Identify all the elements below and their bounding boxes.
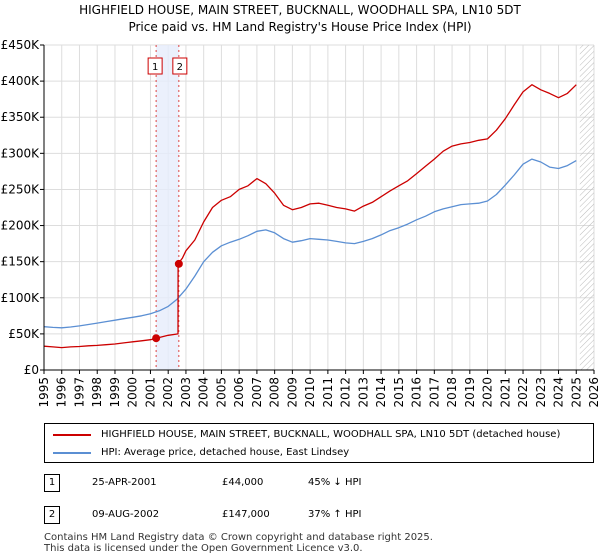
x-tick-label: 1997 [72,377,86,408]
sale-label-box [172,57,188,75]
x-tick-label: 2021 [498,377,512,408]
x-tick-label: 2014 [374,377,388,408]
x-tick-label: 2024 [552,377,566,408]
footer: Contains HM Land Registry data © Crown c… [44,532,433,554]
axes: £0 £50K £100K £150K £200K £250K £300K £350K £400… [1,38,600,408]
transaction-date: 09-AUG-2002 [92,509,160,520]
transaction-hpi-diff: 45% ↓ HPI [308,477,362,488]
x-tick-label: 1999 [108,377,122,408]
legend-swatch-hpi [53,452,91,454]
series-line [43,84,577,349]
x-tick-label: 2026 [587,377,600,408]
transaction-number: 2 [44,506,60,524]
x-tick-label: 2022 [516,377,530,408]
chart-subtitle: Price paid vs. HM Land Registry's House … [128,20,471,34]
price-chart: HIGHFIELD HOUSE, MAIN STREET, BUCKNALL, … [1,3,600,408]
transaction-number: 1 [44,474,60,492]
sale-point [174,259,183,268]
y-tick-label: £250K [1,182,41,196]
x-tick-label: 1996 [55,377,69,408]
x-tick-label: 2025 [569,377,583,408]
x-tick-label: 2012 [339,377,353,408]
x-tick-label: 2019 [463,377,477,408]
x-tick-label: 2007 [250,377,264,408]
transaction-price: £147,000 [222,509,270,520]
x-tick-label: 2010 [303,377,317,408]
sale-point [152,334,161,343]
sale-label: 1 [152,62,158,73]
sale-bands [155,45,594,370]
x-tick-label: 2000 [126,377,140,408]
x-tick-label: 2023 [534,377,548,408]
x-tick-label: 2016 [410,377,424,408]
footer-copyright: Contains HM Land Registry data © Crown c… [44,532,433,543]
x-tick-label: 2006 [232,377,246,408]
x-tick-label: 2013 [356,377,370,408]
x-tick-label: 2015 [392,377,406,408]
chart-title: HIGHFIELD HOUSE, MAIN STREET, BUCKNALL, … [79,3,521,17]
transaction-hpi-diff: 37% ↑ HPI [308,509,362,520]
y-tick-label: £50K [8,327,40,341]
legend-label-hpi: HPI: Average price, detached house, East… [101,447,350,458]
y-tick-label: £350K [1,110,41,124]
x-tick-label: 2009 [285,377,299,408]
y-tick-label: £200K [1,219,41,233]
y-tick-label: £300K [1,146,41,160]
y-tick-label: £400K [1,74,41,88]
grid [43,44,595,371]
y-tick-label: £150K [1,255,41,269]
x-tick-label: 1998 [90,377,104,408]
y-tick-label: £0 [24,363,39,377]
legend-swatch-property [53,434,91,436]
x-tick-label: 1995 [37,377,51,408]
y-tick-label: £450K [1,38,41,52]
x-tick-label: 2004 [197,377,211,408]
sale-label: 2 [177,62,183,73]
x-tick-label: 2011 [321,377,335,408]
legend: HIGHFIELD HOUSE, MAIN STREET, BUCKNALL, … [44,423,594,463]
series-lines [43,84,577,349]
legend-label-property: HIGHFIELD HOUSE, MAIN STREET, BUCKNALL, … [101,429,561,440]
plot-area [44,45,594,370]
transaction-price: £44,000 [222,477,264,488]
transaction-date: 25-APR-2001 [92,477,157,488]
series-line [43,158,577,329]
sale-label-box [147,57,163,75]
x-tick-label: 2020 [481,377,495,408]
x-tick-label: 2018 [445,377,459,408]
x-tick-label: 2008 [268,377,282,408]
x-tick-label: 2001 [143,377,157,408]
y-tick-label: £100K [1,291,41,305]
future-hatch [579,45,594,370]
x-tick-label: 2002 [161,377,175,408]
sale-band [156,45,179,370]
x-tick-label: 2017 [427,377,441,408]
x-tick-label: 2003 [179,377,193,408]
x-tick-label: 2005 [214,377,228,408]
footer-license: This data is licensed under the Open Gov… [44,543,363,554]
